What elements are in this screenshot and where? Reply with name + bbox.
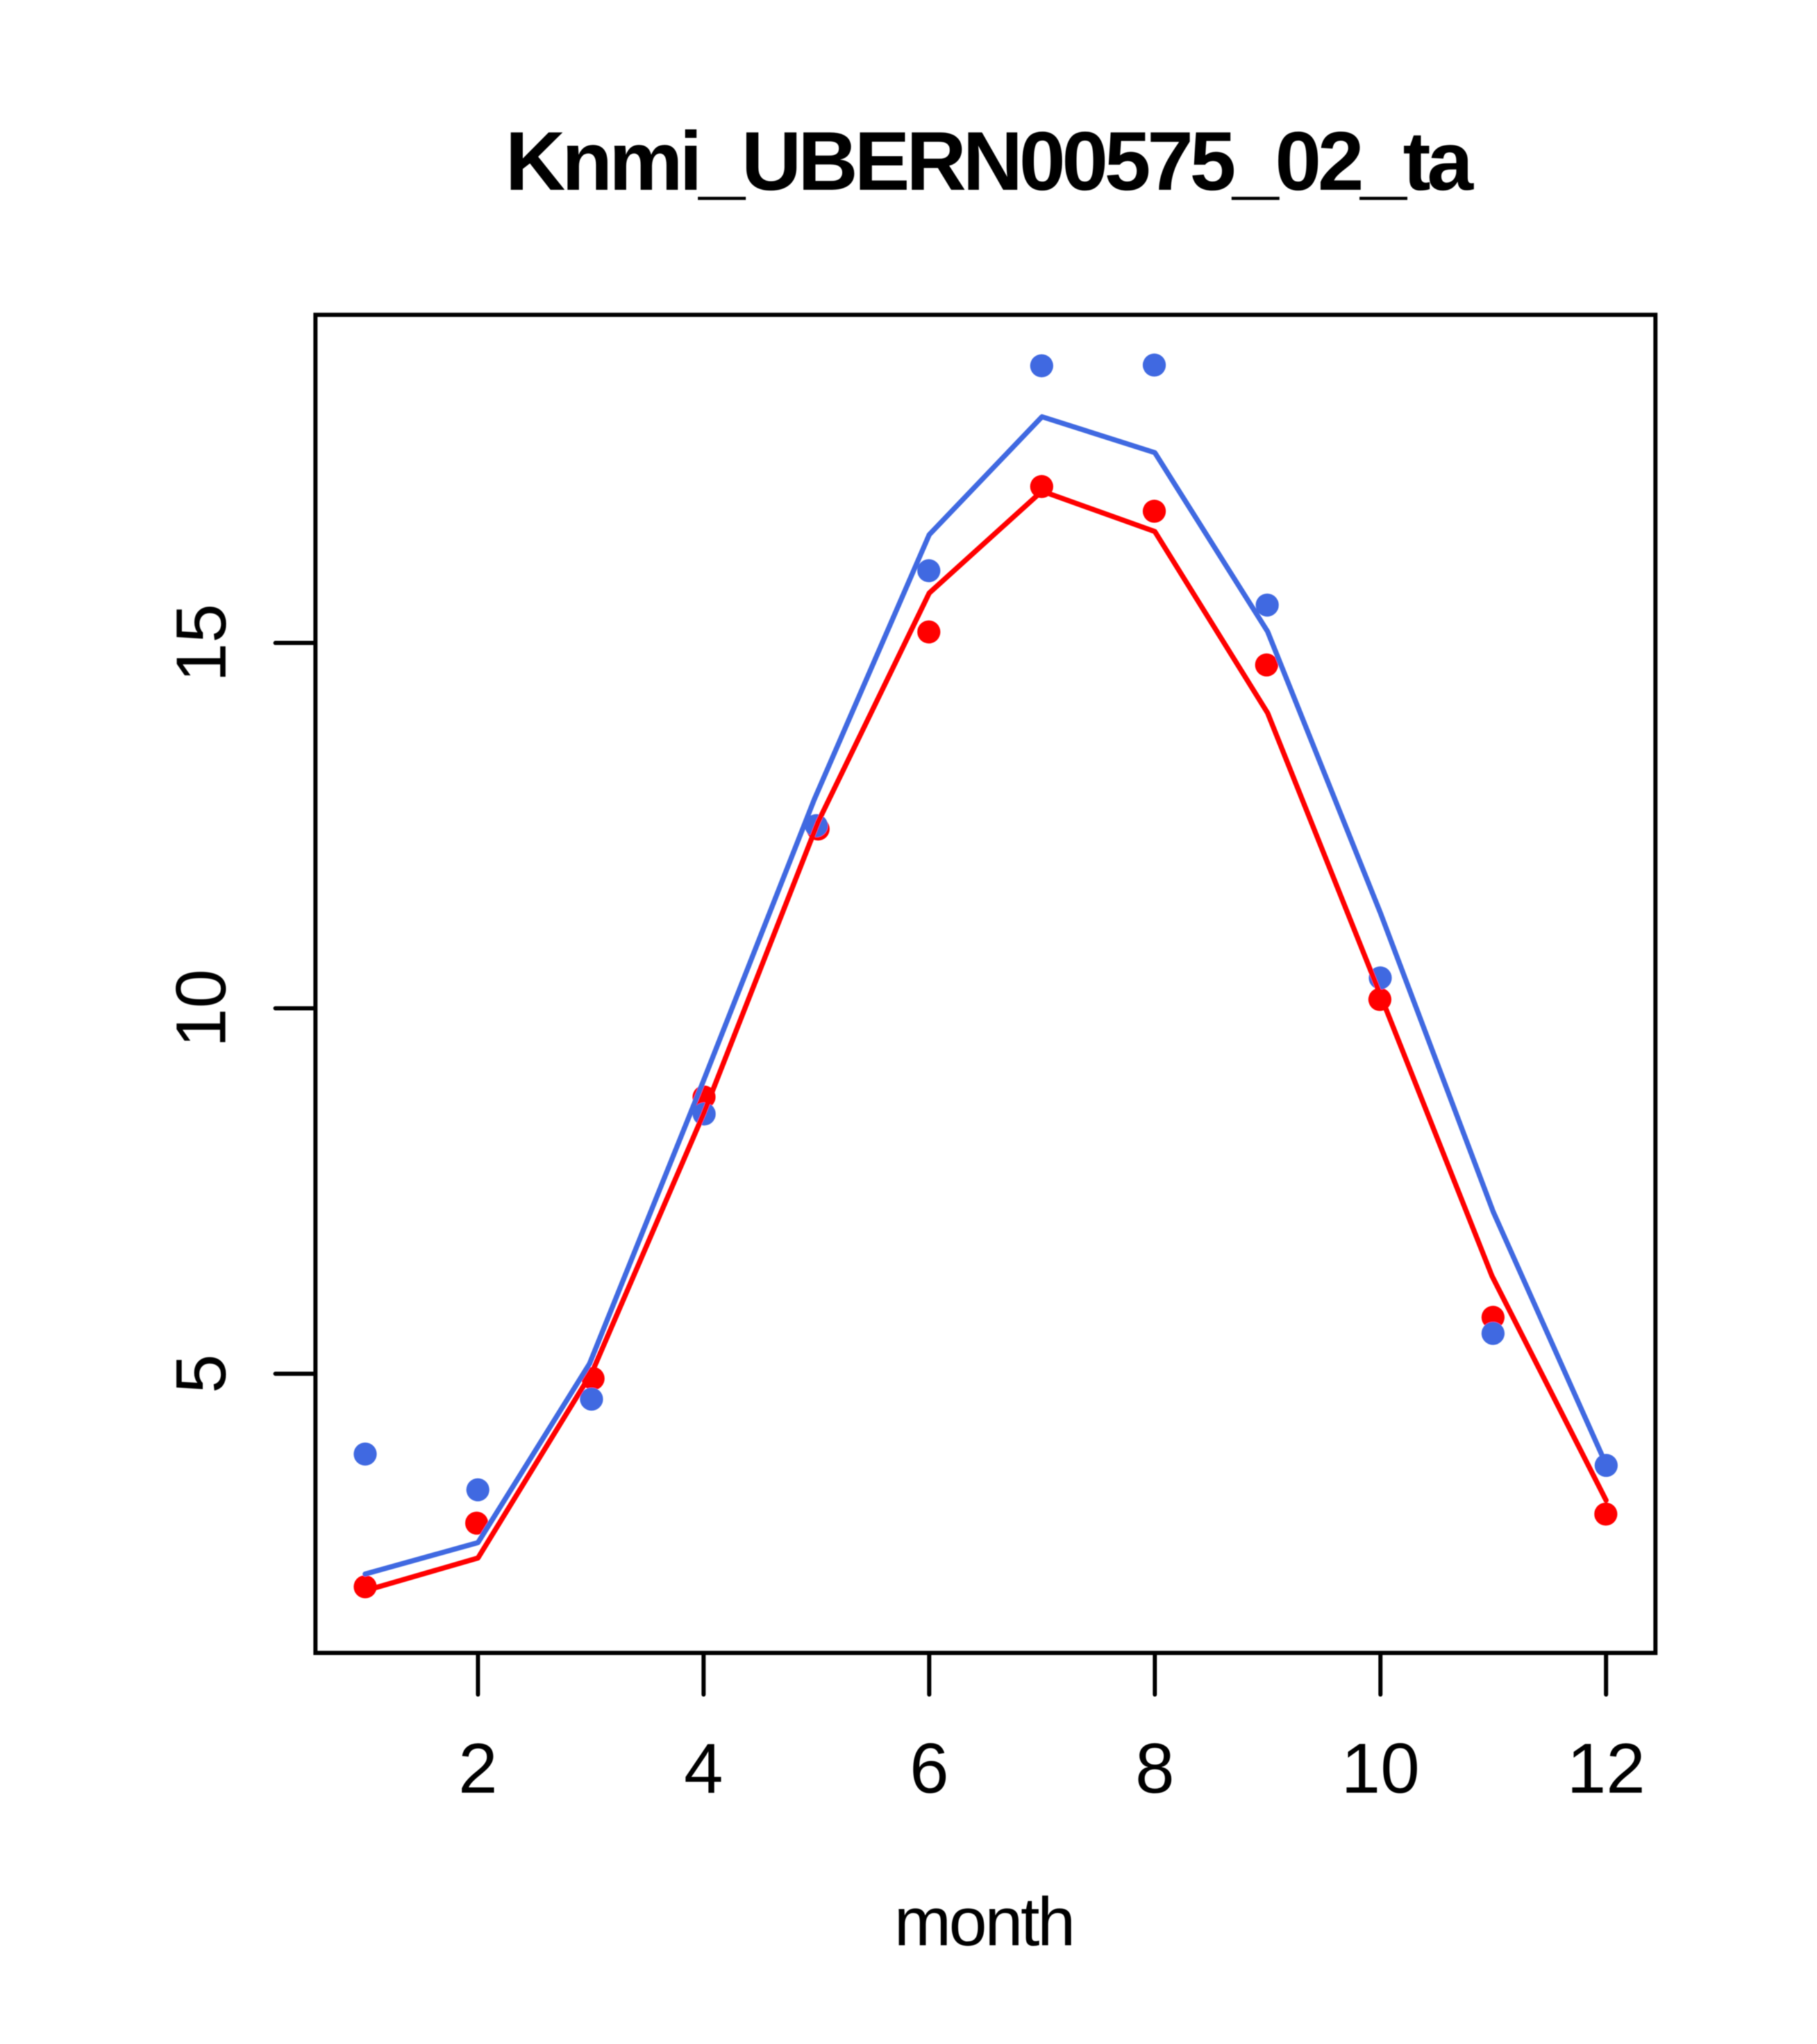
svg-text:month: month bbox=[894, 1883, 1076, 1960]
svg-text:5: 5 bbox=[162, 1354, 241, 1393]
svg-text:10: 10 bbox=[162, 969, 241, 1047]
svg-text:Knmi_UBERN00575_02_ta: Knmi_UBERN00575_02_ta bbox=[505, 114, 1475, 208]
svg-text:15: 15 bbox=[162, 604, 241, 682]
svg-text:10: 10 bbox=[1341, 1729, 1419, 1808]
svg-text:4: 4 bbox=[684, 1729, 723, 1808]
svg-text:6: 6 bbox=[910, 1729, 949, 1808]
svg-text:2: 2 bbox=[458, 1729, 498, 1808]
svg-text:8: 8 bbox=[1135, 1729, 1175, 1808]
svg-text:12: 12 bbox=[1567, 1729, 1645, 1808]
